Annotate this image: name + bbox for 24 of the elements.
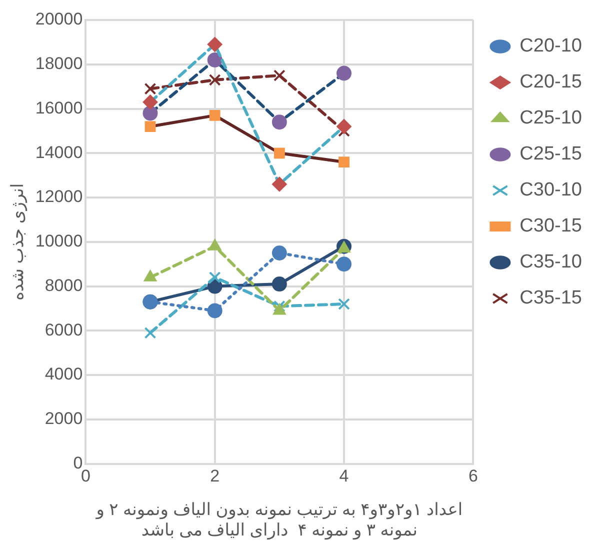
y-tick-label: 18000 xyxy=(35,54,83,74)
legend-label: C35-15 xyxy=(520,288,582,309)
y-tick-label: 16000 xyxy=(35,98,83,118)
y-tick-label: 2000 xyxy=(44,409,83,428)
y-tick-label: 12000 xyxy=(35,187,83,206)
y-tick-label: 10000 xyxy=(35,232,83,251)
legend-label: C25-15 xyxy=(520,144,582,165)
legend-label: C30-10 xyxy=(520,180,582,201)
y-tick-label: 14000 xyxy=(35,142,83,162)
x-tick-label: 6 xyxy=(468,466,478,486)
x-tick-label: 4 xyxy=(339,466,349,486)
legend-label: C25-10 xyxy=(520,108,582,129)
x-tick-label: 2 xyxy=(210,466,220,486)
y-tick-label: 8000 xyxy=(44,276,83,295)
legend-label: C20-10 xyxy=(520,36,582,57)
y-tick-label: 20000 xyxy=(35,10,83,29)
x-axis-title: اعداد ۱و۲و۳و۴ به ترتیب نمونه بدون الیاف ونمونه ۲ و نمونه ۳ و نمونه ۴ دارای الیاف می باشد xyxy=(95,500,463,540)
legend-label: C30-15 xyxy=(520,216,582,237)
y-tick-label: 4000 xyxy=(44,364,83,384)
legend-label: C20-15 xyxy=(520,72,582,93)
legend-label: C35-10 xyxy=(520,252,582,273)
y-tick-label: 0 xyxy=(73,453,83,472)
y-tick-label: 6000 xyxy=(44,320,83,340)
y-axis-title: انرژی جذب شده xyxy=(8,183,28,301)
